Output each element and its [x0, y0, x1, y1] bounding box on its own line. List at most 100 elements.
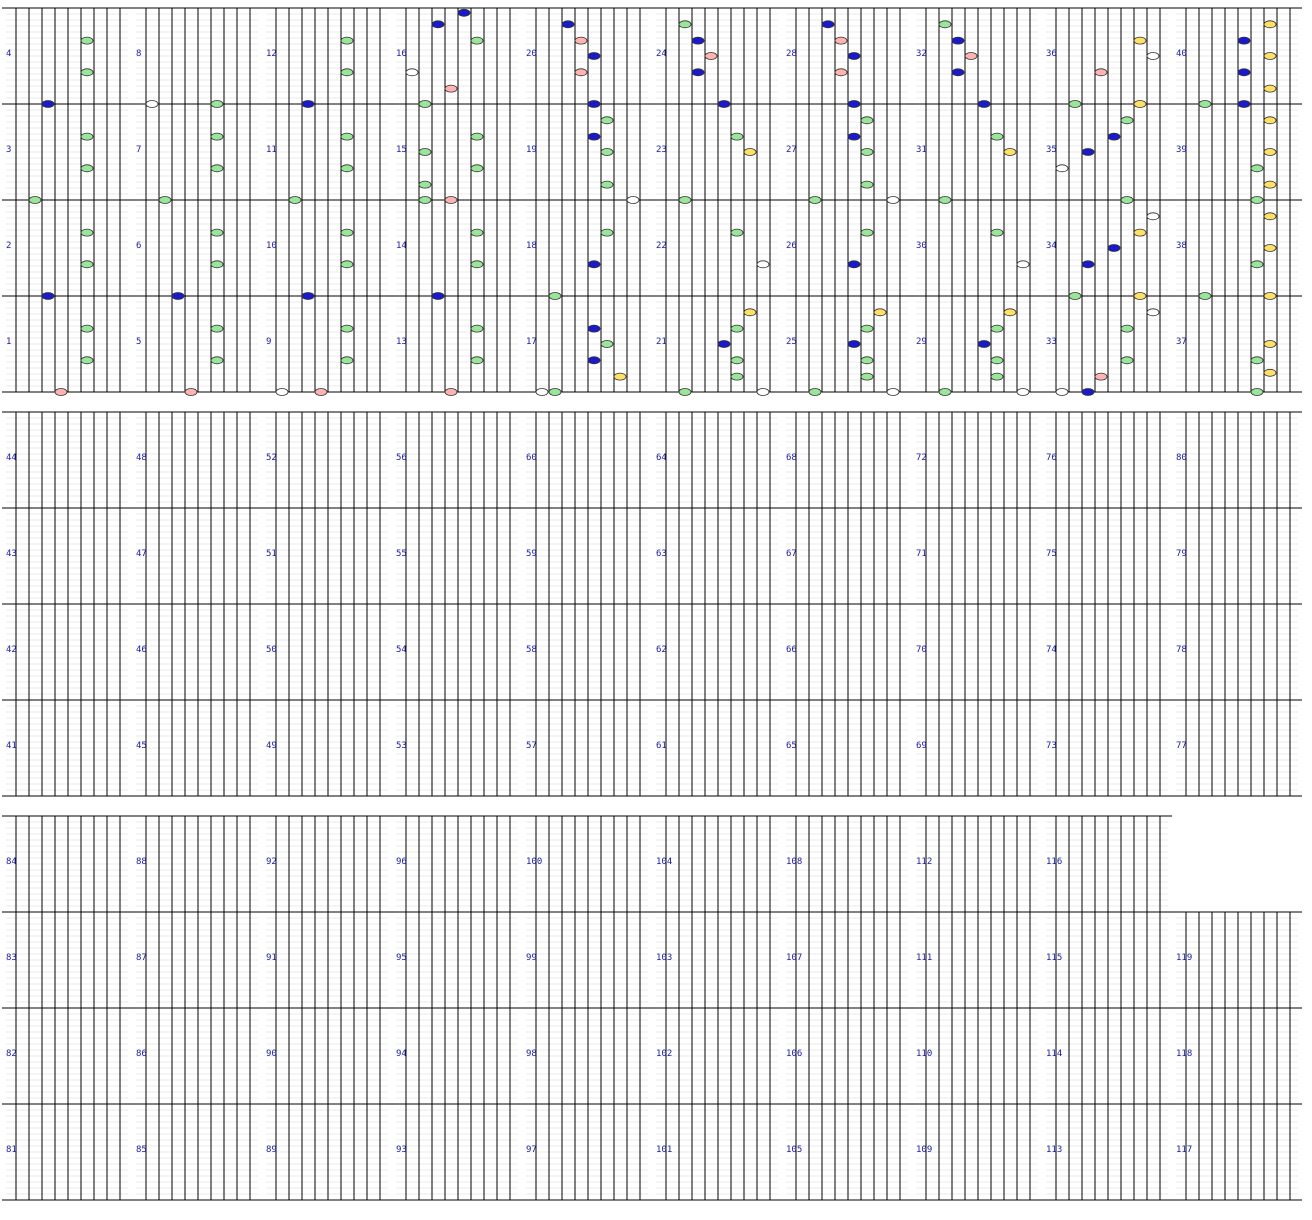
note: [340, 356, 354, 365]
note: [418, 196, 432, 204]
measure-number: 95: [396, 953, 407, 963]
measure-number: 42: [6, 645, 17, 655]
note: [847, 52, 861, 60]
note: [561, 20, 575, 29]
note-layer: [28, 8, 1277, 396]
note: [938, 20, 952, 29]
note: [847, 132, 861, 141]
measure-number: 54: [396, 645, 407, 655]
measure-number: 25: [786, 337, 797, 347]
note: [210, 164, 224, 173]
note: [548, 388, 562, 396]
note: [1198, 100, 1212, 108]
measure-number: 77: [1176, 741, 1187, 751]
note: [951, 36, 965, 45]
note: [1263, 20, 1277, 29]
chart-column: [262, 411, 392, 797]
note: [470, 356, 484, 365]
chart-column: [652, 7, 782, 393]
measure-number: 76: [1046, 453, 1057, 463]
note: [54, 388, 68, 396]
measure-number: 28: [786, 49, 797, 59]
note: [1250, 388, 1264, 396]
note: [28, 196, 42, 204]
measure-number: 108: [786, 857, 802, 867]
note: [860, 356, 874, 365]
note: [80, 36, 94, 45]
measure-number: 34: [1046, 241, 1057, 251]
note: [990, 228, 1004, 237]
note: [41, 292, 55, 300]
note: [1003, 148, 1017, 156]
measure-number: 102: [656, 1049, 672, 1059]
measure-number: 112: [916, 857, 932, 867]
note: [743, 308, 757, 317]
note: [1263, 52, 1277, 60]
measure-number: 115: [1046, 953, 1062, 963]
note: [418, 180, 432, 189]
chart-column: [1172, 7, 1302, 393]
note: [80, 132, 94, 141]
note: [990, 324, 1004, 333]
measure-number: 82: [6, 1049, 17, 1059]
note: [1237, 68, 1251, 77]
measure-number: 6: [136, 241, 141, 251]
measure-number: 4: [6, 49, 11, 59]
note: [951, 68, 965, 77]
note: [1198, 292, 1212, 300]
note: [1055, 388, 1069, 396]
note: [301, 292, 315, 300]
note: [873, 308, 887, 317]
note: [730, 132, 744, 141]
measure-number: 61: [656, 741, 667, 751]
measure-number: 101: [656, 1145, 672, 1155]
chart-column: [522, 411, 652, 797]
note: [1081, 148, 1095, 156]
measure-number: 57: [526, 741, 537, 751]
measure-number: 55: [396, 549, 407, 559]
measure-number: 116: [1046, 857, 1062, 867]
measure-number: 45: [136, 741, 147, 751]
measure-number: 8: [136, 49, 141, 59]
measure-number: 90: [266, 1049, 277, 1059]
measure-number: 46: [136, 645, 147, 655]
chart-column: [1042, 815, 1172, 1201]
note: [964, 52, 978, 60]
measure-number: 38: [1176, 241, 1187, 251]
note: [405, 68, 419, 77]
measure-number: 44: [6, 453, 17, 463]
measure-number: 88: [136, 857, 147, 867]
note: [808, 388, 822, 396]
chart-column: [1172, 411, 1302, 797]
measure-number: 2: [6, 241, 11, 251]
measure-number: 110: [916, 1049, 932, 1059]
measure-number: 15: [396, 145, 407, 155]
note: [1263, 292, 1277, 300]
measure-number: 89: [266, 1145, 277, 1155]
note: [1263, 212, 1277, 221]
note: [1016, 260, 1030, 269]
note: [548, 292, 562, 300]
note: [600, 228, 614, 237]
note: [730, 372, 744, 381]
note: [808, 196, 822, 204]
measure-number: 87: [136, 953, 147, 963]
note: [288, 196, 302, 204]
note: [1263, 368, 1277, 377]
measure-number: 26: [786, 241, 797, 251]
note: [210, 100, 224, 108]
note: [444, 196, 458, 204]
measure-number: 36: [1046, 49, 1057, 59]
measure-number: 80: [1176, 453, 1187, 463]
note: [1263, 340, 1277, 348]
note: [340, 228, 354, 237]
measure-number: 31: [916, 145, 927, 155]
measure-number: 107: [786, 953, 802, 963]
note: [886, 196, 900, 204]
measure-number: 98: [526, 1049, 537, 1059]
chart-column: [652, 411, 782, 797]
measure-number: 117: [1176, 1145, 1192, 1155]
note: [418, 100, 432, 108]
measure-number: 48: [136, 453, 147, 463]
measure-number: 68: [786, 453, 797, 463]
